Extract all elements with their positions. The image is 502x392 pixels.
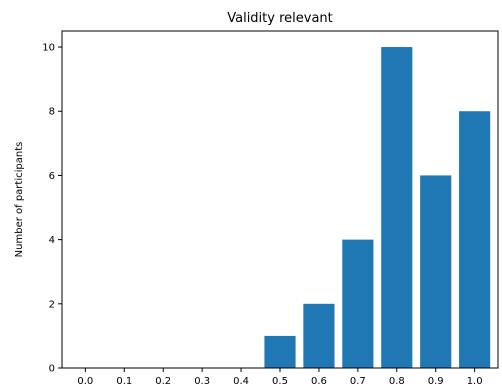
x-tick-label: 0.5 xyxy=(272,376,288,387)
x-tick-label: 0.0 xyxy=(77,376,93,387)
x-tick-label: 0.6 xyxy=(311,376,327,387)
x-tick-label: 0.9 xyxy=(428,376,444,387)
y-tick-label: 2 xyxy=(49,299,55,310)
y-ticks: 0 2 4 6 8 10 xyxy=(42,43,62,375)
x-ticks: 0.0 0.1 0.2 0.3 0.4 0.5 0.6 0.7 0.8 0.9 1.0 xyxy=(77,368,483,387)
x-tick-label: 1.0 xyxy=(467,376,483,387)
x-tick-label: 0.3 xyxy=(194,376,210,387)
y-axis-label: Number of participants xyxy=(14,142,25,258)
x-tick-label: 0.8 xyxy=(389,376,405,387)
y-tick-label: 10 xyxy=(42,43,55,54)
y-tick-label: 8 xyxy=(49,107,55,118)
bar-1.0 xyxy=(459,111,491,368)
y-tick-label: 4 xyxy=(49,235,55,246)
x-tick-label: 0.2 xyxy=(155,376,171,387)
bars-layer xyxy=(264,47,491,369)
x-tick-label: 0.1 xyxy=(116,376,132,387)
bar-0.8 xyxy=(381,47,413,369)
y-tick-label: 6 xyxy=(49,171,55,182)
bar-0.5 xyxy=(264,335,296,368)
bar-0.6 xyxy=(303,303,335,368)
bar-0.9 xyxy=(420,175,452,368)
x-tick-label: 0.4 xyxy=(233,376,249,387)
bar-0.7 xyxy=(342,239,374,368)
x-tick-label: 0.7 xyxy=(350,376,366,387)
y-tick-label: 0 xyxy=(49,364,55,375)
chart-title: Validity relevant xyxy=(227,11,333,26)
